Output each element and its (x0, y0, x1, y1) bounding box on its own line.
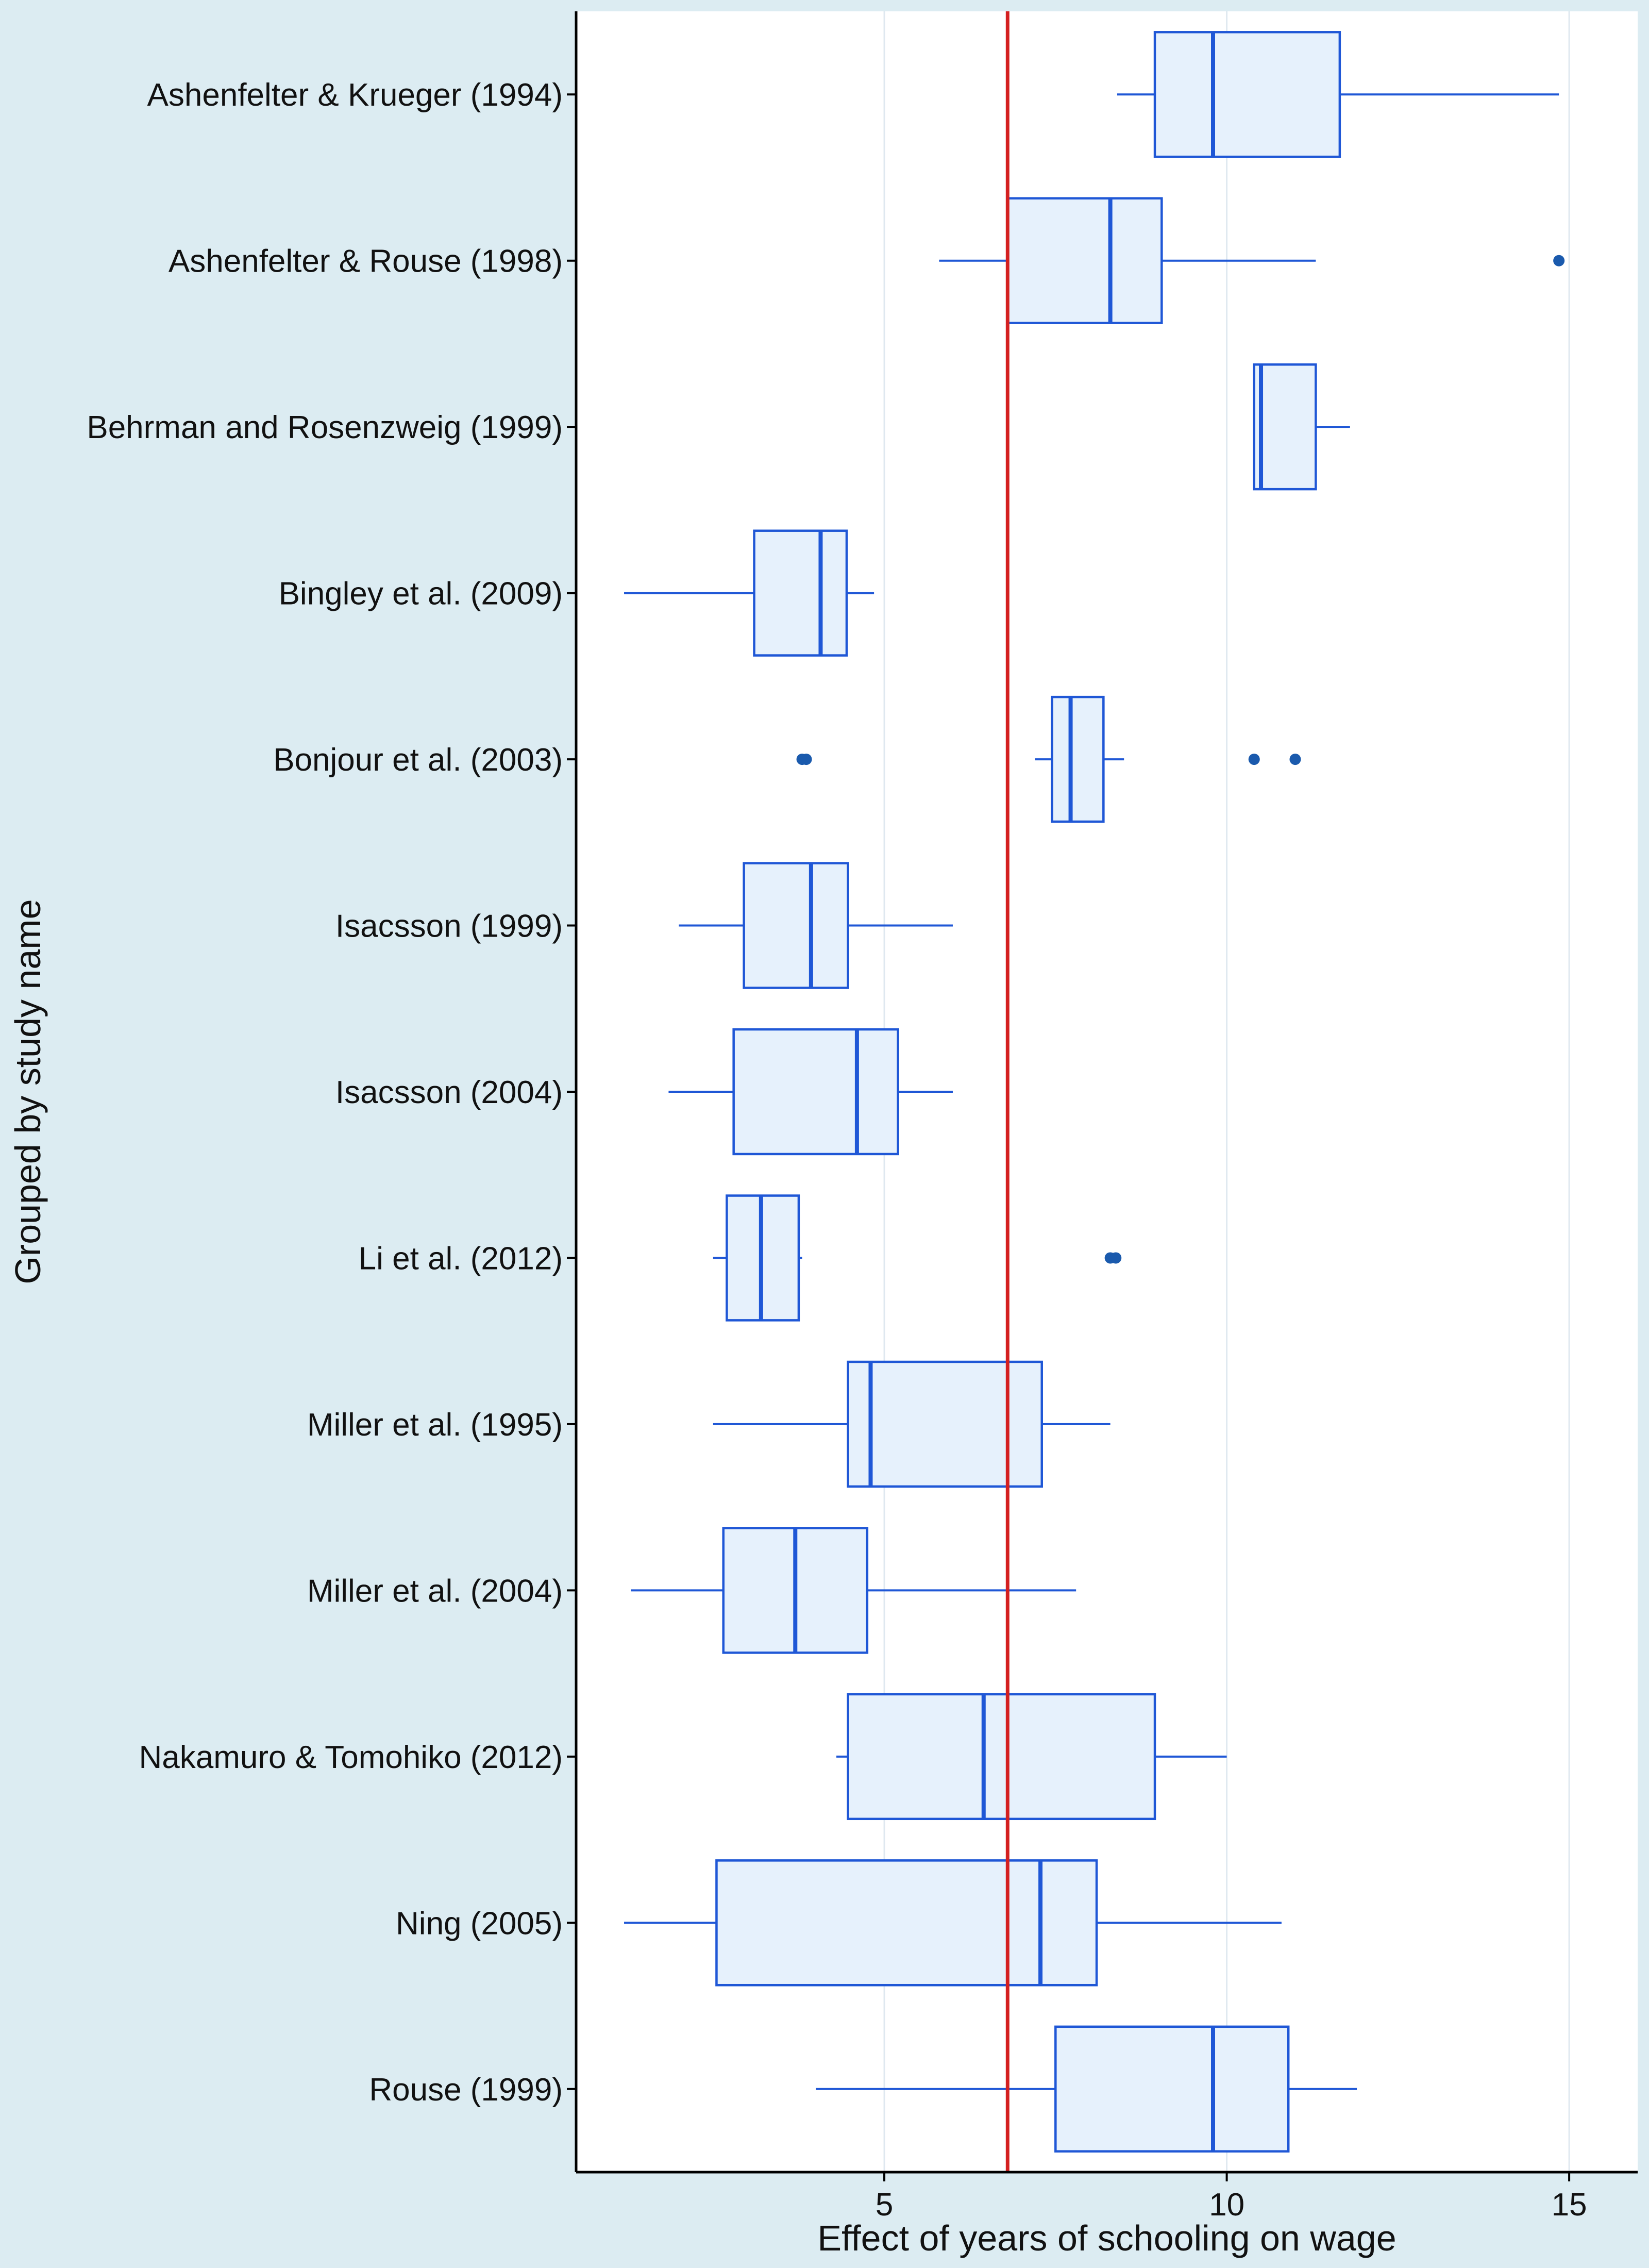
box-group-0 (1117, 31, 1559, 158)
x-tick-label-5: 5 (876, 2187, 893, 2223)
iqr-box (847, 1693, 1156, 1821)
iqr-box (1253, 363, 1317, 491)
y-tick-label: Miller et al. (1995) (307, 1407, 563, 1443)
y-tick-label: Bonjour et al. (2003) (273, 742, 563, 778)
x-tick-label-10: 10 (1209, 2187, 1244, 2223)
box-group-3 (624, 529, 874, 657)
iqr-box (1054, 2025, 1290, 2153)
y-tick-label: Rouse (1999) (369, 2072, 563, 2108)
outlier-point (1248, 754, 1260, 765)
box-group-7 (713, 1194, 1122, 1322)
y-tick-label: Ashenfelter & Krueger (1994) (147, 77, 563, 113)
box-group-9 (631, 1527, 1076, 1654)
iqr-box (715, 1859, 1098, 1987)
iqr-box (743, 862, 849, 989)
outlier-point (1110, 1252, 1122, 1264)
box-group-8 (713, 1360, 1110, 1488)
iqr-box (753, 529, 848, 657)
y-tick-label: Ning (2005) (396, 1906, 563, 1941)
box-group-4 (796, 695, 1301, 823)
y-tick-label: Li et al. (2012) (359, 1241, 563, 1276)
box-group-5 (679, 862, 953, 989)
boxes-layer (624, 31, 1565, 2153)
box-group-12 (816, 2025, 1357, 2153)
box-group-1 (939, 197, 1565, 324)
iqr-box (847, 1360, 1043, 1488)
box-group-2 (1253, 363, 1350, 491)
axes (567, 11, 1638, 2181)
y-tick-label: Nakamuro & Tomohiko (2012) (139, 1740, 563, 1775)
box-group-6 (668, 1028, 953, 1156)
y-tick-label: Behrman and Rosenzweig (1999) (87, 410, 563, 445)
iqr-box (1006, 197, 1163, 324)
labels-layer: 5 10 15 Ashenfelter & Krueger (1994) Ashenfe… (87, 77, 1587, 2223)
iqr-box (1153, 31, 1341, 158)
x-axis-title: Effect of years of schooling on wage (817, 2218, 1396, 2258)
y-tick-label: Isacsson (2004) (335, 1075, 563, 1110)
outlier-point (1289, 754, 1301, 765)
iqr-box (1051, 695, 1105, 823)
y-tick-label: Isacsson (1999) (335, 909, 563, 944)
box-group-11 (624, 1859, 1282, 1987)
y-tick-label: Ashenfelter & Rouse (1998) (169, 244, 563, 279)
iqr-box (732, 1028, 899, 1156)
y-tick-label: Bingley et al. (2009) (279, 576, 563, 612)
y-tick-label: Miller et al. (2004) (307, 1573, 563, 1609)
x-tick-label-15: 15 (1552, 2187, 1587, 2223)
y-axis-title: Grouped by study name (8, 899, 48, 1284)
outlier-point (800, 754, 812, 765)
box-group-10 (836, 1693, 1227, 1821)
outlier-point (1553, 255, 1565, 266)
